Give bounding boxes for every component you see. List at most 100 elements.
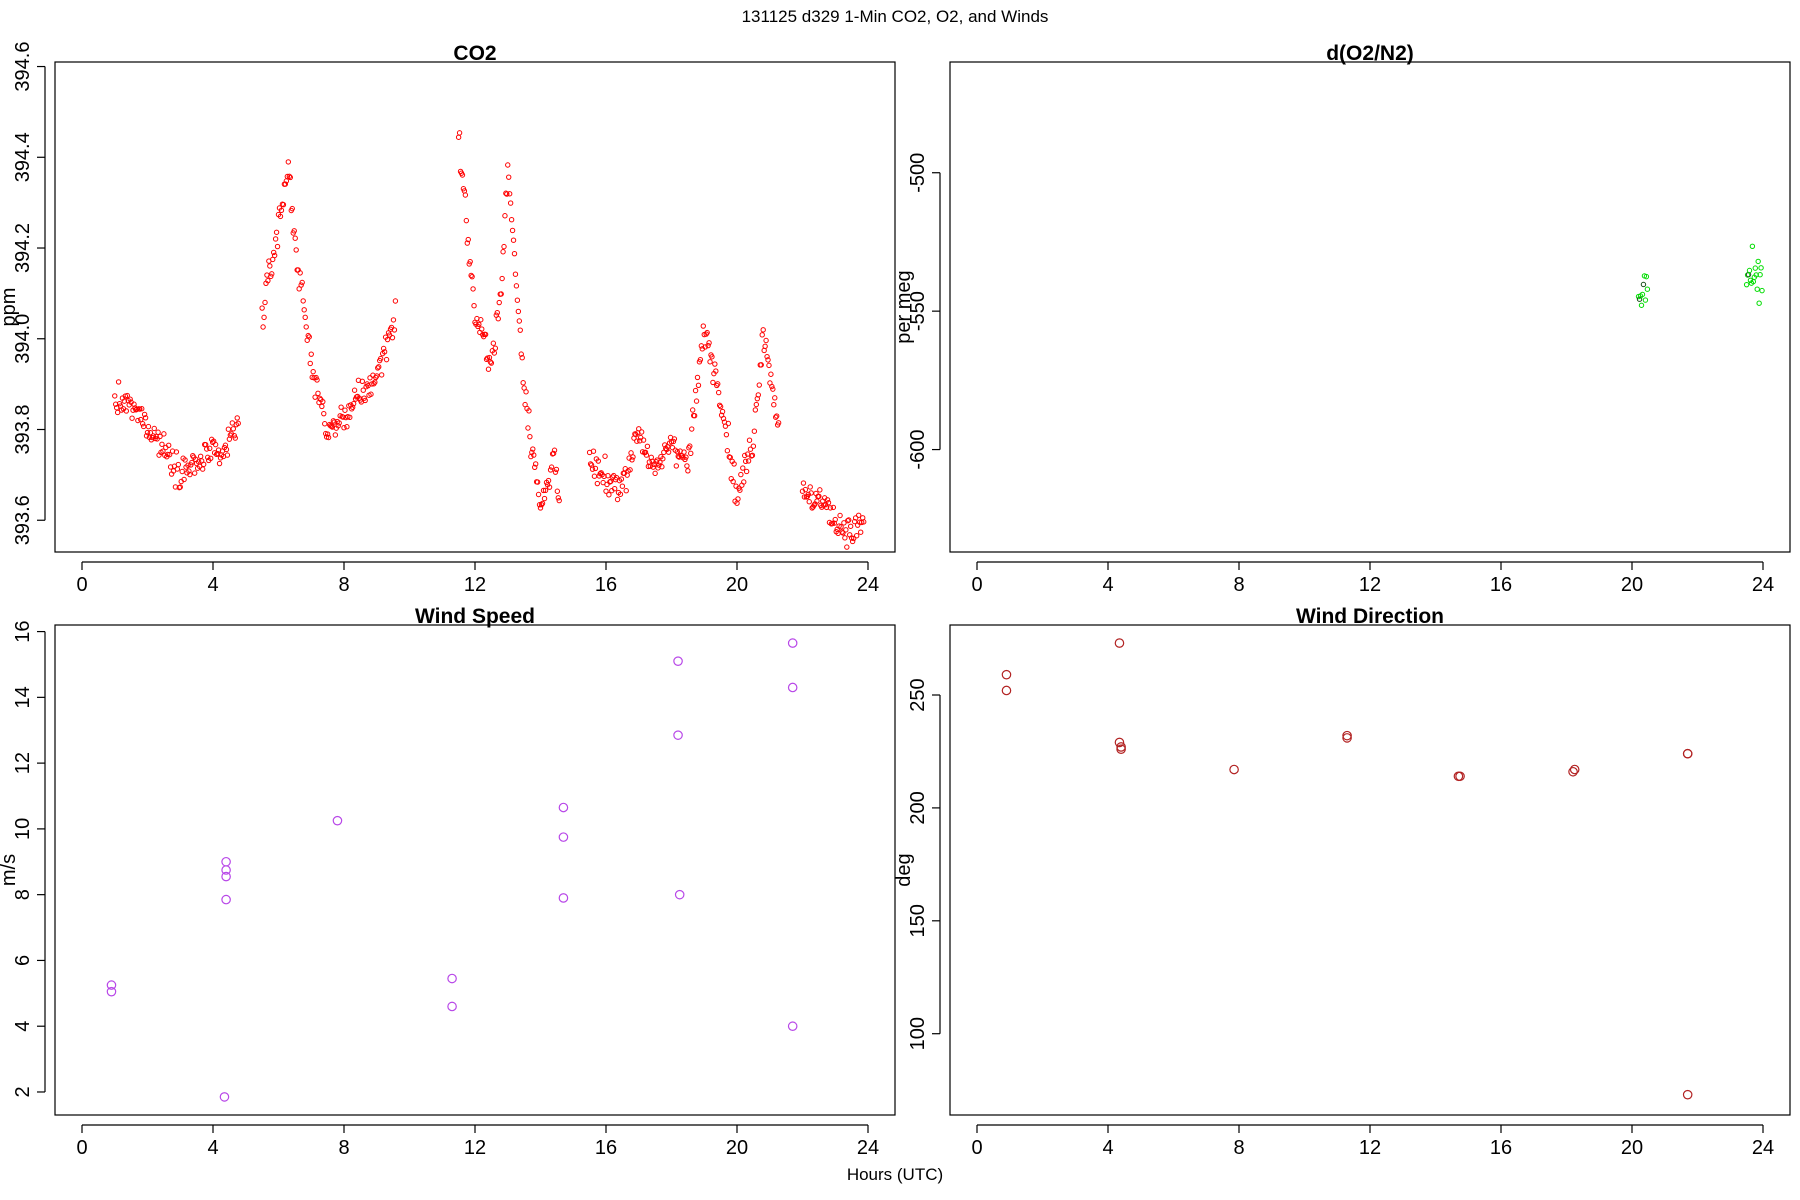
o2-point [1644,286,1651,292]
co2-point [763,337,769,344]
co2-point [499,275,505,282]
co2-point [324,431,331,437]
co2-point [717,403,724,410]
co2-point [322,421,328,427]
co2-point [513,283,520,289]
co2-point [510,237,517,243]
o2-point [1759,287,1765,294]
co2-point [479,326,485,332]
wind-direction-y-axis-label: deg [893,853,915,886]
co2-point [507,200,514,206]
co2-point [534,479,541,485]
wind-direction-y-tick-label: 200 [907,791,929,824]
co2-point [262,299,268,306]
wind-direction-point [1342,730,1352,741]
co2-plot-frame [54,61,896,553]
co2-point [129,415,135,421]
wind-speed-y-tick-label: 16 [12,620,34,642]
o2-point [1755,258,1761,265]
wind-direction-x-tick-label: 12 [1359,1137,1381,1159]
co2-point [467,258,473,265]
co2-point [689,407,696,413]
co2-point [374,373,380,379]
wind-speed-panel-title: Wind Speed [415,605,535,628]
co2-point [144,429,151,436]
co2-point [603,488,609,494]
co2-point [556,497,562,504]
co2-point [735,496,741,502]
co2-point [675,453,681,459]
co2-point [335,423,341,429]
wind-direction-panel-title: Wind Direction [1296,605,1444,628]
wind-speed-point [787,1021,798,1032]
co2-point [313,374,319,381]
co2-panel-title: CO2 [453,42,496,65]
co2-point [768,371,774,377]
wind-direction-y-tick-label: 100 [907,1017,929,1050]
co2-x-tick-label: 12 [464,574,486,596]
co2-point [766,362,772,369]
co2-point [478,317,484,323]
co2-point [462,192,469,198]
o2-point [1643,273,1650,280]
o2-point [1754,286,1760,292]
co2-point [173,449,180,455]
co2-point [705,342,711,349]
co2-y-axis-label: ppm [0,288,20,327]
co2-point [284,173,291,180]
wind-direction-point [1114,737,1125,748]
co2-point [740,465,746,471]
co2-point [259,305,265,311]
wind-direction-plot-frame [949,624,1791,1116]
co2-point [235,420,241,427]
figure-title: 131125 d329 1-Min CO2, O2, and Winds [742,7,1049,26]
co2-point [634,438,640,444]
co2-point [670,438,677,445]
co2-x-tick-label: 4 [207,574,218,596]
co2-point [143,433,150,439]
co2-point [232,435,238,441]
o2-x-tick-label: 12 [1359,574,1381,596]
co2-point [468,272,474,279]
co2-point [697,356,704,363]
co2-point [855,512,862,518]
co2-point [381,349,388,355]
co2-point [502,213,508,219]
co2-point [332,432,339,438]
wind-direction-point [1569,764,1580,775]
co2-point [515,308,522,315]
co2-point [770,386,776,392]
co2-point [683,454,689,460]
co2-point [540,487,547,494]
o2-point [1758,265,1764,271]
co2-point [650,464,656,470]
co2-point [300,298,306,304]
wind-speed-x-tick-label: 20 [726,1137,748,1159]
co2-point [851,518,858,525]
co2-point [142,415,149,421]
co2-y-tick-label: 394.4 [12,132,34,182]
co2-point [594,480,601,487]
co2-point [611,486,618,492]
co2-point [539,500,546,507]
co2-point [555,495,561,501]
co2-point [590,448,597,454]
co2-point [378,372,385,378]
wind-direction-y-tick-label: 150 [907,904,929,937]
co2-point [155,429,161,435]
co2-point [771,402,777,408]
wind-direction-point [1001,685,1012,696]
wind-direction-point [1682,1089,1693,1100]
co2-point [591,473,598,479]
co2-point [799,488,806,494]
wind-direction-data-points [1001,638,1693,1100]
wind-direction-panel: Wind Direction deg 0 4 8 12 16 20 24 100 150 200 2… [893,605,1791,1159]
co2-point [315,390,321,397]
co2-point [685,468,691,474]
co2-point [147,429,154,436]
co2-x-tick-label: 24 [857,574,879,596]
co2-point [548,464,555,470]
wind-speed-point [787,682,798,693]
co2-point [501,243,507,250]
co2-point [527,433,533,440]
